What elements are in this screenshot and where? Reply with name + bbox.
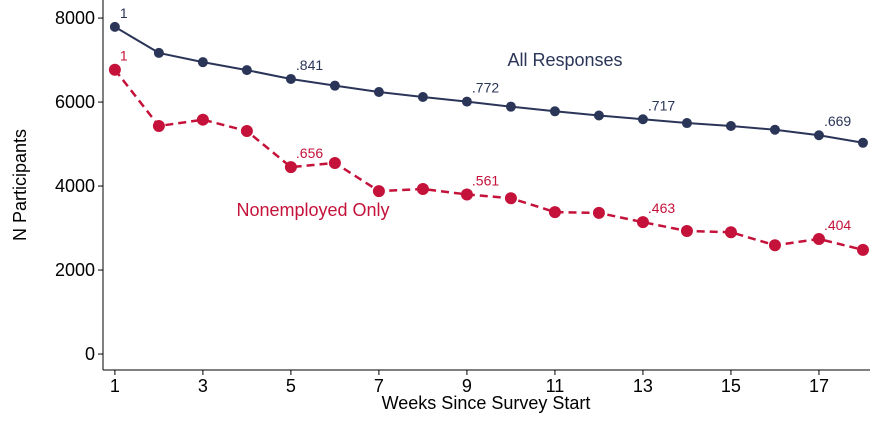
data-point bbox=[724, 226, 737, 239]
x-tick-label: 15 bbox=[721, 376, 741, 396]
point-label: .772 bbox=[472, 80, 499, 96]
x-axis-title: Weeks Since Survey Start bbox=[382, 393, 591, 413]
series-name: All Responses bbox=[507, 50, 622, 70]
data-point bbox=[813, 130, 824, 141]
data-point bbox=[504, 192, 517, 205]
data-point bbox=[284, 161, 297, 174]
data-point bbox=[680, 224, 693, 237]
data-point bbox=[197, 57, 208, 68]
data-point bbox=[549, 106, 560, 117]
y-axis-title: N Participants bbox=[10, 129, 30, 241]
x-tick-label: 1 bbox=[110, 376, 120, 396]
data-point bbox=[196, 113, 209, 126]
data-point bbox=[593, 110, 604, 121]
y-tick-label: 0 bbox=[85, 344, 95, 364]
data-point bbox=[109, 21, 120, 32]
point-label: .656 bbox=[296, 145, 323, 161]
series-line bbox=[113, 68, 864, 252]
data-point bbox=[725, 120, 736, 131]
data-point bbox=[108, 63, 121, 76]
data-point bbox=[285, 73, 296, 84]
point-label: .841 bbox=[296, 57, 323, 73]
data-point bbox=[241, 65, 252, 76]
x-tick-label: 7 bbox=[374, 376, 384, 396]
data-point bbox=[548, 206, 561, 219]
data-point bbox=[152, 119, 165, 132]
y-tick-label: 2000 bbox=[55, 260, 95, 280]
y-tick-label: 4000 bbox=[55, 176, 95, 196]
data-point bbox=[768, 239, 781, 252]
y-tick-label: 6000 bbox=[55, 92, 95, 112]
data-point bbox=[372, 185, 385, 198]
data-point bbox=[417, 92, 428, 103]
data-point bbox=[637, 114, 648, 125]
series-name: Nonemployed Only bbox=[236, 200, 389, 220]
point-label: .404 bbox=[824, 217, 851, 233]
x-tick-label: 17 bbox=[809, 376, 829, 396]
data-point bbox=[505, 101, 516, 112]
point-label: .463 bbox=[648, 200, 675, 216]
data-point bbox=[328, 156, 341, 169]
data-point bbox=[460, 188, 473, 201]
data-point bbox=[857, 137, 868, 148]
point-label: 1 bbox=[120, 5, 128, 21]
x-tick-label: 13 bbox=[633, 376, 653, 396]
y-tick-label: 8000 bbox=[55, 8, 95, 28]
data-point bbox=[681, 118, 692, 129]
data-point bbox=[461, 96, 472, 107]
point-label: .561 bbox=[472, 172, 499, 188]
point-label: .669 bbox=[824, 113, 851, 129]
data-point bbox=[636, 216, 649, 229]
data-point bbox=[416, 182, 429, 195]
data-point bbox=[592, 206, 605, 219]
data-point bbox=[769, 124, 780, 135]
data-point bbox=[812, 232, 825, 245]
x-tick-label: 9 bbox=[462, 376, 472, 396]
data-point bbox=[240, 125, 253, 138]
x-tick-label: 5 bbox=[286, 376, 296, 396]
point-label: .717 bbox=[648, 97, 675, 113]
series-line bbox=[114, 26, 864, 144]
point-label: 1 bbox=[120, 48, 128, 64]
data-point bbox=[153, 47, 164, 58]
data-point bbox=[373, 86, 384, 97]
data-point bbox=[329, 80, 340, 91]
data-point bbox=[856, 243, 869, 256]
x-tick-label: 3 bbox=[198, 376, 208, 396]
x-tick-label: 11 bbox=[546, 376, 565, 396]
